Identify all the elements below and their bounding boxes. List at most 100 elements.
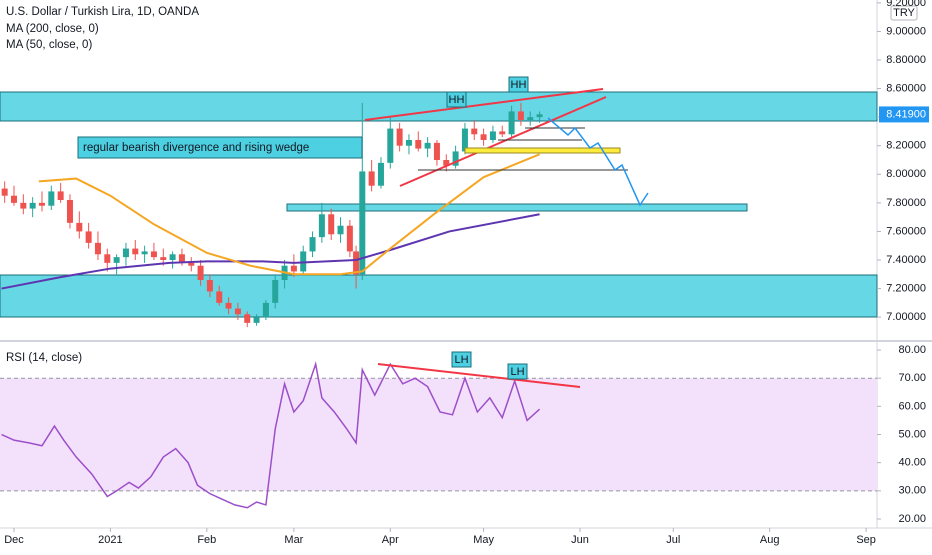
y-tick-label: 70.00 bbox=[898, 372, 926, 384]
candle-body bbox=[188, 262, 195, 266]
y-tick-label: 7.40000 bbox=[886, 254, 926, 266]
y-tick-label: 7.60000 bbox=[886, 225, 926, 237]
candle-body bbox=[197, 265, 204, 280]
candle-body bbox=[527, 117, 534, 120]
candle-body bbox=[113, 257, 120, 263]
candle-body bbox=[337, 225, 344, 235]
label-box bbox=[507, 363, 528, 380]
y-tick-label: 8.60000 bbox=[886, 82, 926, 94]
candle-body bbox=[225, 302, 232, 309]
zone bbox=[286, 203, 748, 212]
last-price-box bbox=[879, 106, 929, 123]
candle-body bbox=[405, 140, 412, 146]
candle-body bbox=[206, 280, 213, 292]
candle-body bbox=[346, 225, 353, 252]
trend-line bbox=[364, 88, 604, 121]
candle-body bbox=[234, 308, 241, 315]
candle-body bbox=[262, 302, 269, 318]
candle-body bbox=[508, 111, 515, 135]
legend-entry: MA (200, close, 0) bbox=[6, 23, 99, 35]
currency: TRY bbox=[893, 7, 915, 19]
candle-body bbox=[499, 131, 506, 135]
candle-body bbox=[328, 214, 335, 235]
price-axis-bg bbox=[877, 0, 932, 550]
candle-body bbox=[433, 142, 440, 160]
candle-body bbox=[415, 140, 422, 149]
candle-body bbox=[57, 191, 64, 200]
candle-body bbox=[318, 214, 325, 238]
candle-body bbox=[424, 142, 431, 149]
candle-body bbox=[66, 200, 73, 223]
candle-body bbox=[76, 222, 83, 232]
series-line bbox=[38, 153, 540, 276]
x-tick-label: Jul bbox=[666, 534, 680, 546]
candle-body bbox=[489, 131, 496, 140]
candle-body bbox=[10, 195, 17, 203]
candle-body bbox=[309, 237, 316, 252]
candle-body bbox=[471, 128, 478, 135]
series-line bbox=[1, 361, 541, 509]
y-tick-label: 8.20000 bbox=[886, 140, 926, 152]
candle-body bbox=[141, 251, 148, 255]
series-line bbox=[1, 213, 540, 290]
candle-body bbox=[216, 291, 223, 303]
label-box bbox=[508, 76, 529, 93]
y-tick-label: 50.00 bbox=[898, 428, 926, 440]
candle-body bbox=[443, 160, 450, 166]
candle-body bbox=[160, 257, 167, 260]
candle-body bbox=[396, 128, 403, 146]
candle-body bbox=[359, 171, 366, 275]
y-tick-label: 80.00 bbox=[898, 344, 926, 356]
projection-arrow bbox=[547, 117, 649, 207]
candle-body bbox=[536, 114, 543, 118]
y-tick-label: 60.00 bbox=[898, 400, 926, 412]
candle-body bbox=[132, 248, 139, 255]
candle-body bbox=[387, 128, 394, 163]
x-tick-label: May bbox=[473, 534, 494, 546]
y-tick-label: 8.00000 bbox=[886, 168, 926, 180]
trend-line bbox=[399, 96, 607, 187]
candle-body bbox=[94, 242, 101, 255]
zone bbox=[464, 147, 621, 154]
candle-body bbox=[368, 171, 375, 186]
y-tick-label: 8.80000 bbox=[886, 54, 926, 66]
annotation-box bbox=[77, 136, 363, 159]
candle-body bbox=[122, 248, 129, 258]
annotation: HH bbox=[511, 79, 527, 91]
candle-body bbox=[452, 151, 459, 166]
candle-body bbox=[85, 231, 92, 243]
trend-line bbox=[377, 363, 581, 388]
candle-body bbox=[150, 251, 157, 258]
x-tick-label: Apr bbox=[382, 534, 399, 546]
x-tick-label: Dec bbox=[4, 534, 24, 546]
y-tick-label: 9.00000 bbox=[886, 25, 926, 37]
band bbox=[0, 378, 877, 491]
y-tick-label: 7.20000 bbox=[886, 282, 926, 294]
x-tick-label: Aug bbox=[760, 534, 780, 546]
drawings: regular bearish divergence and rising we… bbox=[77, 76, 649, 388]
candle-body bbox=[244, 314, 251, 323]
x-tick-label: 2021 bbox=[98, 534, 122, 546]
label-box bbox=[446, 91, 467, 108]
zone bbox=[0, 274, 878, 318]
y-tick-label: 30.00 bbox=[898, 485, 926, 497]
zone bbox=[0, 91, 878, 122]
pane-title: RSI (14, close) bbox=[6, 352, 82, 364]
chart-title: U.S. Dollar / Turkish Lira, 1D, OANDA bbox=[6, 6, 199, 18]
candle-body bbox=[20, 202, 27, 209]
legend-entry: MA (50, close, 0) bbox=[6, 39, 92, 51]
currency-box bbox=[890, 5, 918, 21]
candle-body bbox=[290, 265, 297, 272]
candle-body bbox=[480, 134, 487, 140]
candle-body bbox=[48, 191, 55, 206]
candle-body bbox=[169, 254, 176, 260]
drawings bbox=[0, 91, 878, 318]
candle-body bbox=[517, 111, 524, 120]
annotation: HH bbox=[449, 94, 465, 106]
annotation: regular bearish divergence and rising we… bbox=[83, 142, 309, 154]
y-tick-label: 7.00000 bbox=[886, 311, 926, 323]
y-tick-label: 40.00 bbox=[898, 457, 926, 469]
candle-body bbox=[253, 317, 260, 323]
x-tick-label: Jun bbox=[571, 534, 589, 546]
